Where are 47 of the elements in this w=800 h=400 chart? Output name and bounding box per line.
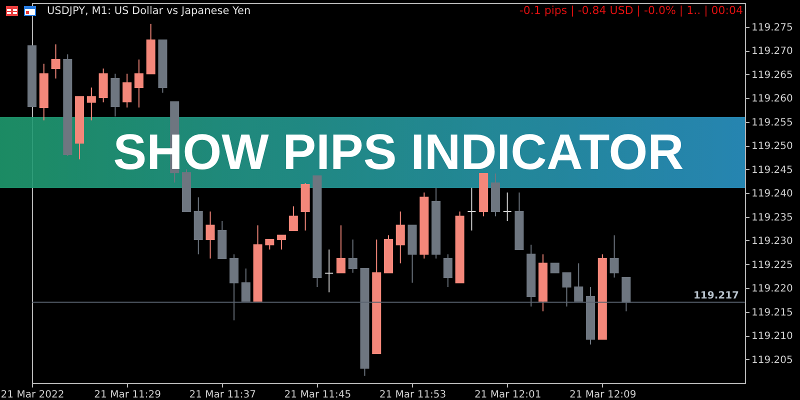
candlestick [51, 44, 60, 80]
y-tick-label: 119.245 [752, 164, 793, 176]
y-tick-label: 119.255 [752, 117, 793, 128]
y-tick-label: 119.260 [752, 94, 793, 104]
candlestick [502, 192, 512, 222]
ref-line-label: 119.217 [693, 290, 740, 302]
x-tick-label: 21 Mar 12:01 [474, 390, 542, 400]
candlestick [574, 262, 584, 302]
candlestick [98, 68, 108, 103]
annotation: SHOW PIPS INDICATOR [113, 124, 684, 180]
y-tick-label: 119.230 [752, 236, 793, 247]
annotation: -0.1 pips | -0.84 USD | -0.0% | 1.. | 00:04 [519, 4, 743, 17]
candlestick [348, 239, 358, 274]
y-tick-label: 119.210 [752, 331, 793, 342]
candlestick [396, 211, 405, 264]
candlestick [86, 87, 96, 121]
candlestick [562, 272, 572, 308]
y-tick-label: 119.240 [752, 188, 793, 200]
candlestick [443, 254, 452, 288]
x-tick-label: 21 Mar 2022 [0, 390, 64, 400]
x-tick-label: 21 Mar 11:37 [189, 390, 256, 400]
chart-title: USDJPY, M1: US Dollar vs Japanese Yen [47, 5, 251, 17]
candlestick [277, 234, 286, 250]
candlestick [241, 268, 250, 302]
y-tick-label: 119.265 [752, 70, 793, 81]
y-tick-label: 119.220 [752, 284, 793, 294]
y-tick-label: 119.235 [752, 212, 793, 224]
candlestick [288, 206, 298, 232]
candlestick [134, 59, 144, 108]
candlestick [610, 234, 619, 278]
candlestick [206, 211, 215, 260]
candlestick [122, 73, 132, 108]
y-tick-label: 119.275 [752, 22, 793, 34]
candlestick [467, 187, 476, 232]
y-tick-label: 119.205 [752, 354, 793, 366]
y-tick-label: 119.215 [752, 307, 793, 318]
y-tick-label: 119.250 [752, 141, 793, 152]
candlestick [265, 239, 274, 250]
x-tick-label: 21 Mar 11:29 [94, 390, 161, 400]
candlestick [550, 262, 560, 274]
candlestick [336, 224, 346, 274]
x-tick-label: 21 Mar 11:53 [379, 390, 446, 400]
candlestick [324, 249, 334, 293]
x-tick-label: 21 Mar 11:45 [284, 390, 352, 400]
x-tick-label: 21 Mar 12:09 [570, 390, 636, 400]
y-tick-label: 119.225 [752, 260, 793, 271]
y-tick-label: 119.270 [752, 46, 793, 57]
